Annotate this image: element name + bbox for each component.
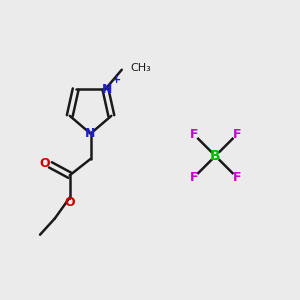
Text: N: N <box>85 127 96 140</box>
Text: F: F <box>232 128 241 141</box>
Text: F: F <box>232 171 241 184</box>
Text: O: O <box>64 196 75 209</box>
Text: F: F <box>190 171 198 184</box>
Text: B: B <box>210 149 221 163</box>
Text: +: + <box>112 75 121 85</box>
Text: O: O <box>40 157 50 170</box>
Text: N: N <box>102 82 112 96</box>
Text: F: F <box>190 128 198 141</box>
Text: CH₃: CH₃ <box>130 63 151 73</box>
